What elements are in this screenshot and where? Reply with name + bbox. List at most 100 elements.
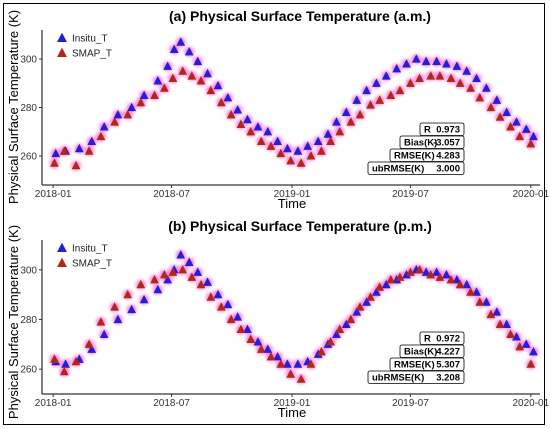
data-point-insitu-t — [233, 312, 243, 321]
data-point-smap-t — [486, 309, 496, 319]
data-point-insitu-t — [74, 143, 84, 153]
data-point-insitu-t — [421, 56, 431, 66]
data-point-smap-t — [286, 369, 296, 378]
data-marks — [49, 37, 539, 171]
data-point-smap-t — [366, 292, 375, 301]
data-point-insitu-t — [529, 346, 538, 356]
stats-value: -3.057 — [433, 138, 460, 149]
stats-row-box — [419, 122, 465, 136]
stats-value: 0.973 — [436, 125, 460, 136]
data-point-smap-t — [495, 112, 505, 121]
data-point-smap-t — [50, 158, 59, 167]
point-halo-layer — [49, 37, 539, 171]
data-point-insitu-t — [223, 299, 233, 309]
data-point-smap-t — [196, 279, 206, 289]
data-point-smap-t — [346, 314, 356, 324]
data-point-insitu-t — [303, 141, 313, 150]
data-point-insitu-t — [521, 339, 531, 348]
legend-label: Insitu_T — [72, 34, 108, 45]
data-point-insitu-t — [442, 269, 451, 279]
data-point-insitu-t — [371, 78, 381, 87]
data-point-insitu-t — [452, 61, 462, 70]
data-point-insitu-t — [293, 359, 303, 368]
data-point-insitu-t — [442, 59, 451, 68]
stats-label: RMSE(K) — [394, 360, 435, 371]
data-point-insitu-t — [521, 124, 531, 133]
data-point-smap-t — [71, 356, 81, 366]
data-point-smap-t — [317, 146, 326, 155]
data-point-smap-t — [306, 359, 316, 368]
data-point-smap-t — [355, 302, 365, 311]
data-point-smap-t — [426, 269, 436, 279]
data-point-smap-t — [475, 93, 485, 102]
data-point-insitu-t — [203, 277, 212, 286]
legend-label: Insitu_T — [72, 244, 108, 255]
data-point-insitu-t — [452, 274, 462, 284]
x-tick-label: 2018-01 — [35, 189, 72, 200]
data-point-smap-t — [206, 85, 216, 95]
data-point-smap-t — [206, 292, 216, 301]
chart-title: (a) Physical Surface Temperature (a.m.) — [169, 8, 431, 24]
data-point-insitu-t — [492, 95, 502, 104]
legend-marker — [57, 242, 67, 253]
stats-label: R — [424, 125, 431, 136]
data-point-smap-t — [236, 324, 246, 334]
x-tick-label: 2018-07 — [153, 398, 190, 409]
data-point-smap-t — [168, 267, 178, 276]
data-point-insitu-t — [243, 324, 252, 334]
data-point-insitu-t — [402, 269, 411, 279]
legend-marker — [57, 257, 67, 268]
data-point-insitu-t — [362, 297, 371, 306]
x-axis-title: Time — [278, 405, 306, 420]
data-point-smap-t — [375, 95, 385, 104]
data-point-insitu-t — [512, 117, 521, 126]
data-point-insitu-t — [341, 107, 351, 116]
panel-a: (a) Physical Surface Temperature (a.m.) … — [6, 8, 550, 211]
stats-row-box — [389, 148, 465, 162]
data-point-insitu-t — [61, 359, 70, 368]
data-point-insitu-t — [176, 37, 186, 46]
stats-value: 0.972 — [436, 334, 460, 345]
data-point-smap-t — [159, 83, 169, 92]
data-point-smap-t — [159, 269, 169, 279]
data-point-insitu-t — [99, 329, 109, 338]
data-point-insitu-t — [472, 287, 481, 296]
data-point-insitu-t — [462, 66, 472, 75]
y-tick-label: 280 — [20, 315, 37, 326]
data-point-smap-t — [526, 359, 536, 368]
data-point-insitu-t — [169, 44, 179, 53]
data-point-smap-t — [196, 76, 206, 85]
data-point-insitu-t — [99, 122, 109, 131]
stats-table: R 0.973 Bias(K)-3.057 RMSE(K) 4.283 ubRMSE(K)… — [367, 122, 465, 175]
data-point-insitu-t — [352, 307, 362, 316]
data-point-smap-t — [84, 339, 94, 348]
stats-value: 3.000 — [436, 164, 460, 175]
stats-label: Bias(K) — [404, 138, 437, 149]
x-axis-title: Time — [278, 196, 306, 211]
data-point-insitu-t — [193, 56, 203, 66]
panel-b: (b) Physical Surface Temperature (p.m.) … — [6, 218, 550, 420]
data-point-insitu-t — [176, 250, 186, 259]
data-point-insitu-t — [263, 126, 273, 136]
data-point-insitu-t — [223, 93, 233, 102]
data-point-insitu-t — [283, 359, 292, 368]
data-point-insitu-t — [323, 129, 333, 138]
data-point-insitu-t — [432, 56, 442, 66]
data-point-insitu-t — [481, 83, 491, 92]
data-point-insitu-t — [472, 73, 481, 83]
data-point-smap-t — [306, 151, 316, 160]
data-point-smap-t — [406, 267, 415, 276]
y-axis-title: Physical Surface Temperature (K) — [6, 225, 21, 419]
data-point-smap-t — [136, 279, 146, 289]
legend: Insitu_T SMAP_T — [57, 242, 112, 270]
data-point-insitu-t — [184, 46, 194, 56]
data-point-smap-t — [236, 119, 246, 129]
data-point-insitu-t — [392, 63, 402, 73]
data-point-insitu-t — [87, 136, 97, 146]
stats-row-box — [399, 135, 465, 149]
stats-row-box — [399, 344, 465, 358]
data-point-smap-t — [335, 126, 345, 136]
data-point-smap-t — [276, 148, 286, 158]
data-point-smap-t — [286, 155, 296, 165]
data-point-insitu-t — [411, 54, 421, 63]
